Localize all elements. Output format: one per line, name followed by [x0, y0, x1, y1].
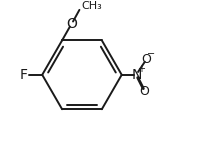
Text: −: − — [147, 49, 155, 59]
Text: CH₃: CH₃ — [81, 1, 102, 11]
Text: O: O — [141, 53, 151, 66]
Text: O: O — [66, 17, 77, 31]
Text: N: N — [131, 68, 142, 82]
Text: +: + — [137, 64, 145, 74]
Text: F: F — [19, 68, 27, 82]
Text: O: O — [139, 85, 149, 98]
